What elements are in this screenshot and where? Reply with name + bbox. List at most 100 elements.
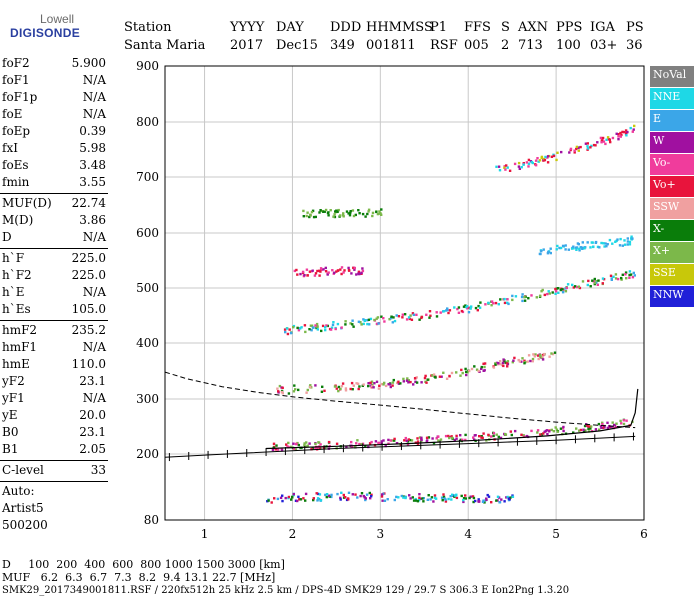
echo-dot [416, 500, 420, 503]
echo-dot [320, 390, 324, 393]
echo-dot [456, 307, 459, 311]
param-value: 5.900 [71, 56, 106, 70]
echo-dot [564, 248, 567, 251]
echo-dot [387, 438, 390, 442]
param-row: foF1p N/A [0, 90, 108, 107]
header-value: 713 [518, 38, 543, 53]
echo-dot [541, 356, 544, 360]
echo-dot [389, 385, 392, 389]
echo-dot [520, 360, 523, 363]
echo-dot [287, 392, 291, 395]
echo-dot [388, 383, 391, 386]
echo-dot [426, 378, 429, 381]
echo-dot [628, 243, 632, 246]
echo-dot [483, 369, 486, 372]
echo-dot [541, 358, 545, 361]
echo-dot [375, 317, 378, 320]
echo-dot [320, 268, 323, 272]
echo-dot [535, 296, 538, 299]
param-value: N/A [82, 285, 106, 299]
echo-dot [285, 443, 288, 446]
echo-dot [366, 322, 369, 326]
echo-dot [330, 495, 333, 499]
echo-dot [351, 445, 354, 448]
echo-dot [300, 326, 303, 329]
echo-dot [511, 298, 514, 302]
echo-dot [414, 497, 417, 501]
echo-dot [359, 494, 362, 498]
echo-dot [483, 362, 487, 365]
echo-dot [329, 328, 333, 331]
header-label: PS [626, 20, 644, 35]
echo-dot [562, 425, 565, 429]
echo-dot [342, 212, 345, 215]
echo-dot [551, 291, 554, 294]
echo-dot [343, 269, 346, 272]
x-tick-label: 6 [640, 527, 648, 541]
echo-dot [303, 274, 306, 277]
echo-dot [555, 287, 558, 290]
echo-dot [499, 362, 502, 366]
echo-dot [407, 438, 410, 441]
echo-dot [415, 381, 419, 384]
echo-dot [364, 444, 367, 448]
echo-dot [490, 501, 493, 504]
echo-dot [511, 495, 515, 498]
param-group-virtual-heights: h`F 225.0 h`F2 225.0 h`E N/A h`Es 105.0 [0, 251, 108, 319]
echo-dot [504, 433, 507, 436]
echo-dot [299, 498, 303, 501]
echo-dot [309, 384, 312, 387]
y-tick-label: 300 [136, 392, 159, 406]
echo-dot [410, 439, 414, 442]
echo-dot [302, 209, 305, 213]
echo-dot [601, 282, 604, 285]
echo-dot [541, 355, 544, 358]
echo-dot [327, 494, 331, 497]
echo-dot [324, 208, 328, 212]
echo-dot [597, 279, 600, 282]
echo-dot [543, 352, 546, 356]
echo-dot [572, 286, 575, 289]
echo-dot [579, 246, 583, 249]
echo-dot [584, 142, 588, 145]
echo-dot [427, 436, 431, 439]
echo-dot [506, 365, 509, 368]
echo-dot [579, 145, 582, 149]
echo-dot [429, 498, 432, 501]
echo-dot [362, 318, 365, 321]
echo-dot [292, 492, 295, 496]
echo-dot [520, 295, 524, 299]
echo-dot [416, 442, 420, 445]
echo-dot [568, 151, 571, 154]
echo-dot [600, 141, 603, 144]
echo-dot [602, 140, 606, 143]
echo-dot [610, 278, 613, 281]
echo-dot [356, 382, 360, 385]
echo-dot [406, 377, 409, 380]
echo-dot [423, 376, 427, 380]
echo-dot [470, 305, 473, 308]
echo-dot [425, 436, 429, 439]
echo-dot [340, 326, 343, 329]
echo-dot [324, 270, 328, 273]
param-label: h`E [2, 285, 25, 299]
echo-dot [378, 210, 381, 213]
echo-dot [540, 290, 543, 293]
echo-dot [372, 386, 375, 389]
echo-dot [624, 129, 628, 132]
echo-dot [590, 425, 593, 428]
echo-dot [277, 390, 280, 393]
echo-dot [572, 431, 575, 434]
echo-dot [437, 439, 440, 442]
echo-dot [306, 388, 309, 392]
echo-dot [298, 498, 301, 501]
echo-dot [594, 428, 598, 431]
echo-dot [319, 209, 322, 212]
echo-dot [348, 214, 352, 217]
echo-dot [503, 297, 506, 301]
echo-dot [614, 273, 618, 276]
param-value: 110.0 [71, 357, 106, 371]
echo-dot [618, 244, 622, 247]
echo-dot [616, 277, 620, 281]
echo-dot [575, 145, 579, 149]
